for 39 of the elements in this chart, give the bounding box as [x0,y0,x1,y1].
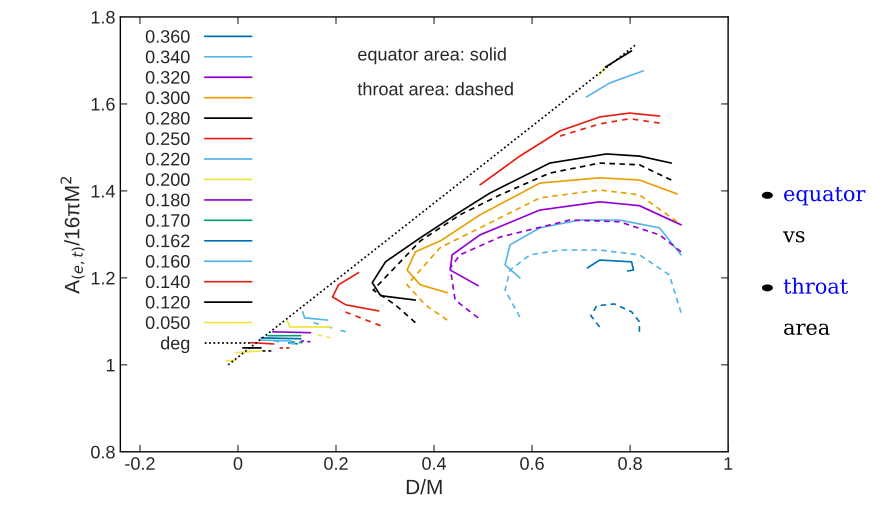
text: area [784,324,830,336]
legend-label: deg [160,336,190,354]
legend-label: 0.280 [146,112,190,125]
x-tick-label: -0.2 [125,457,155,470]
legend-label: 0.320 [146,70,190,84]
legend-label: 0.360 [146,30,190,43]
y-tick-label: 1 [106,358,115,372]
annotation: throat area: dashed [358,82,513,96]
text: throat [784,278,848,294]
legend-label: 0.140 [146,275,190,288]
y-axis-title: A$_{(e,t)}$/16πM$^{2}$ [60,176,85,294]
text: equator [784,186,866,206]
y-tick-label: 1.8 [92,10,115,24]
y-tick-label: 0.8 [91,446,115,459]
legend-label: 0.120 [146,296,190,309]
legend-label: 0.300 [146,91,190,104]
y-tick-label: 1.6 [92,98,115,111]
x-tick-label: 1 [724,457,732,470]
legend-label: 0.220 [146,152,190,166]
text: vs [782,231,804,242]
x-tick-label: 0.8 [618,457,642,470]
legend-label: 0.050 [146,316,190,330]
legend-label: 0.250 [146,132,190,146]
line-series [586,259,634,272]
legend-label: 0.200 [146,173,190,186]
x-tick-label: 0.6 [520,457,544,470]
x-tick-label: 0.2 [324,457,348,470]
legend-label: 0.160 [146,254,190,268]
legend-label: 0.180 [146,194,190,206]
y-tick-label: 1.2 [92,272,115,284]
annotation: equator area: solid [358,47,506,64]
x-tick-label: 0 [234,457,242,470]
legend-label: 0.170 [146,214,190,227]
y-tick-label: 1.4 [92,185,115,198]
x-tick-label: 0.4 [422,457,446,470]
legend-label: 0.340 [146,50,190,64]
legend-label: 0.162 [146,234,190,248]
x-axis-title: D/M [406,479,442,494]
line-series [590,303,640,333]
